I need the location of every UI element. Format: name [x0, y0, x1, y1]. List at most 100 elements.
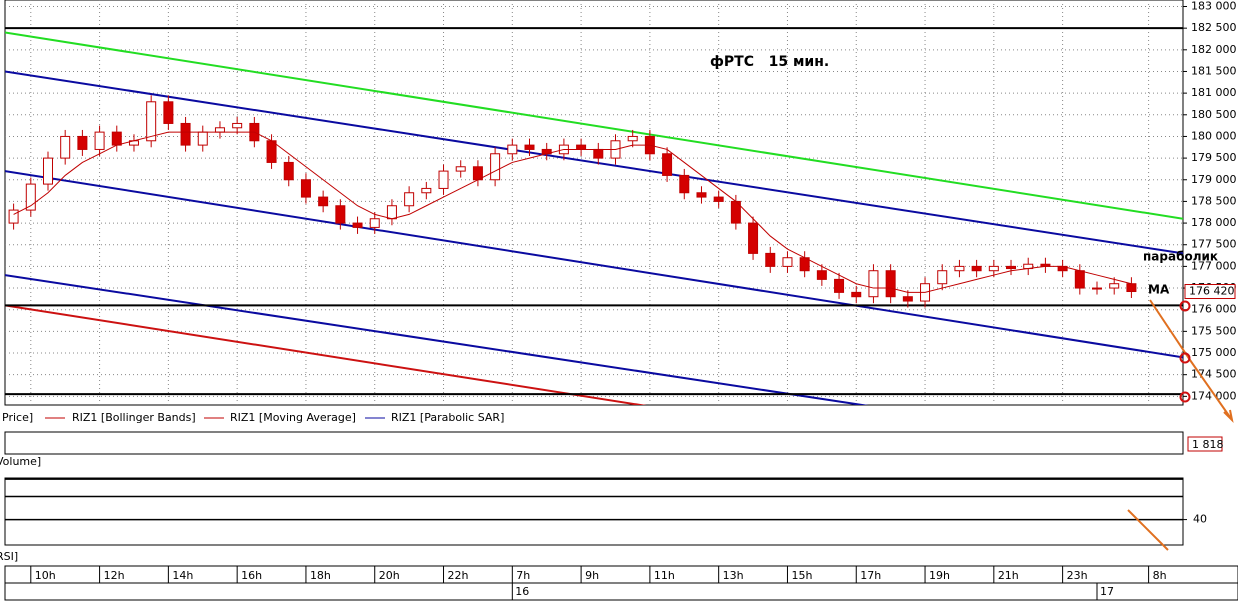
- volume-last-box: [1187, 436, 1223, 452]
- candle-body: [421, 187, 432, 194]
- candle-body: [627, 135, 638, 142]
- x-tick-label: 18h: [310, 569, 331, 582]
- candle-body: [593, 148, 604, 159]
- legend-entry: RIZ1 [Bollinger Bands]: [72, 411, 196, 424]
- candle-body: [77, 135, 88, 150]
- date-label: 16: [515, 585, 529, 598]
- candle-body: [816, 270, 827, 280]
- candle-body: [713, 196, 724, 202]
- y-tick-label: 175 500: [1191, 324, 1237, 337]
- candle-body: [197, 131, 208, 146]
- x-tick-label: 11h: [654, 569, 675, 582]
- y-tick-label: 180 500: [1191, 108, 1237, 121]
- y-tick-label: 175 000: [1191, 346, 1237, 359]
- candle-body: [576, 144, 587, 150]
- forecast-arrow: [1127, 509, 1169, 551]
- candle-body: [868, 270, 879, 298]
- annotation: параболик: [1143, 250, 1218, 264]
- candle-body: [42, 157, 53, 185]
- y-tick-label: 181 500: [1191, 64, 1237, 77]
- candle-body: [404, 192, 415, 207]
- x-tick-label: 15h: [791, 569, 812, 582]
- y-tick-label: 177 500: [1191, 238, 1237, 251]
- candle-body: [765, 252, 776, 267]
- date-label: 17: [1100, 585, 1114, 598]
- x-tick-label: 17h: [860, 569, 881, 582]
- candle-body: [662, 153, 673, 176]
- candle-body: [937, 270, 948, 285]
- trend-line: [5, 170, 1183, 359]
- chart-title: фРТС 15 мин.: [710, 54, 829, 70]
- candle-body: [180, 122, 191, 146]
- legend-entry: RIZ1 [Moving Average]: [230, 411, 356, 424]
- candle-body: [679, 174, 690, 194]
- rsi-panel: [4, 477, 1184, 546]
- x-tick-label: 16h: [241, 569, 262, 582]
- candle-body: [834, 278, 845, 293]
- candle-body: [490, 153, 501, 181]
- y-tick-label: 179 500: [1191, 151, 1237, 164]
- y-tick-label: 178 000: [1191, 216, 1237, 229]
- panel-title: Volume]: [0, 455, 41, 468]
- rsi-tick-label: 40: [1193, 513, 1207, 526]
- candle-body: [8, 209, 19, 224]
- x-tick-label: 23h: [1067, 569, 1088, 582]
- candle-body: [748, 222, 759, 254]
- candle-body: [1074, 270, 1085, 289]
- last-price-box: [1184, 284, 1236, 300]
- candle-body: [214, 127, 225, 133]
- x-tick-label: 9h: [585, 569, 599, 582]
- candle-body: [1006, 265, 1017, 270]
- level-circles: [1179, 300, 1191, 403]
- candle-body: [851, 291, 862, 298]
- candle-body: [283, 161, 294, 181]
- x-tick-label: 20h: [379, 569, 400, 582]
- candle-body: [25, 183, 36, 211]
- volume-panel: [4, 431, 1184, 455]
- x-tick-label: 14h: [172, 569, 193, 582]
- y-tick-label: 176 000: [1191, 303, 1237, 316]
- candle-body: [318, 196, 329, 207]
- candle-body: [885, 270, 896, 298]
- candle-body: [266, 140, 277, 163]
- candle-body: [1109, 283, 1120, 289]
- candle-body: [352, 222, 363, 228]
- y-tick-label: 182 500: [1191, 21, 1237, 34]
- candle-body: [163, 101, 174, 124]
- candle-body: [146, 101, 157, 142]
- y-tick-label: 177 000: [1191, 259, 1237, 272]
- x-tick-label: 8h: [1153, 569, 1167, 582]
- candle-body: [94, 131, 105, 150]
- x-tick-label: 10h: [35, 569, 56, 582]
- candle-body: [696, 192, 707, 198]
- level-circle: [1179, 352, 1191, 364]
- candle-body: [455, 166, 466, 172]
- trend-line: [5, 31, 1183, 220]
- candle-body: [60, 135, 71, 159]
- candle-body: [335, 205, 346, 224]
- candle-body: [1126, 283, 1137, 293]
- x-tick-label: 19h: [929, 569, 950, 582]
- trend-line: [5, 70, 1183, 255]
- candle-body: [386, 205, 397, 220]
- candle-body: [369, 218, 380, 228]
- legend-entry: RIZ1 [Parabolic SAR]: [391, 411, 504, 424]
- x-tick-label: 7h: [516, 569, 530, 582]
- x-tick-label: 12h: [104, 569, 125, 582]
- x-tick-label: 13h: [723, 569, 744, 582]
- y-tick-label: 183 000: [1191, 0, 1237, 12]
- last-price-label: 176 420: [1189, 285, 1235, 298]
- trend-line: [5, 304, 647, 405]
- x-tick-label: 21h: [998, 569, 1019, 582]
- candle-body: [902, 296, 913, 302]
- candle-body: [507, 144, 518, 155]
- y-tick-label: 182 000: [1191, 43, 1237, 56]
- candle-body: [524, 144, 535, 150]
- y-tick-label: 178 500: [1191, 194, 1237, 207]
- price-panel: [4, 0, 1184, 406]
- y-tick-label: 174 000: [1191, 389, 1237, 402]
- x-tick-label: 22h: [448, 569, 469, 582]
- level-circle: [1179, 391, 1191, 403]
